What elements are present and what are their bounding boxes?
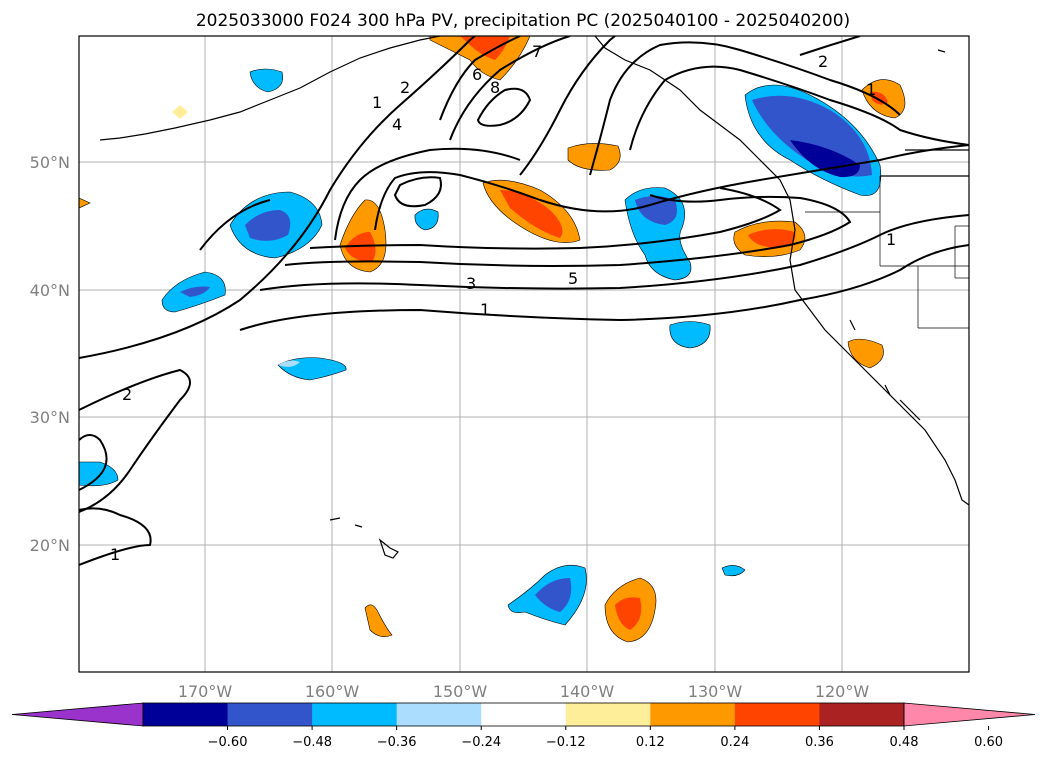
map-panel: 1 2 4 6 8 7 2 1 3 5 1 2 1 1	[79, 36, 969, 672]
contour-label: 2	[400, 78, 410, 97]
contour-label: 4	[392, 115, 402, 134]
contour-labels: 1 2 4 6 8 7 2 1 3 5 1 2 1 1	[110, 42, 896, 564]
lon-tick: 160°W	[305, 682, 360, 701]
colorbar-tick-label: −0.60	[208, 735, 248, 750]
lat-tick-labels: 50°N 40°N 30°N 20°N	[30, 153, 70, 555]
colorbar-bin	[565, 703, 651, 726]
colorbar-bin	[312, 703, 398, 726]
lon-tick: 150°W	[433, 682, 488, 701]
lon-tick: 130°W	[688, 682, 743, 701]
colorbar-tick-label: 0.60	[974, 735, 1003, 750]
contour-label: 1	[480, 300, 490, 319]
colorbar-extend-low	[11, 702, 144, 727]
colorbar-bin	[481, 703, 567, 726]
colorbar-tick-label: 0.48	[890, 735, 919, 750]
pv-contours	[79, 36, 969, 566]
map-frame	[78, 35, 970, 673]
lat-tick: 20°N	[30, 536, 70, 555]
contour-label: 8	[490, 78, 500, 97]
colorbar-tick-label: −0.24	[461, 735, 501, 750]
lon-tick: 120°W	[815, 682, 870, 701]
colorbar-bin	[227, 703, 313, 726]
contour-label: 2	[818, 52, 828, 71]
lat-tick: 30°N	[30, 408, 70, 427]
precip-shading	[79, 36, 906, 643]
contour-label: 1	[372, 93, 382, 112]
coastlines	[99, 36, 969, 559]
borders	[805, 176, 969, 329]
colorbar-bin	[650, 703, 736, 726]
colorbar-bin	[143, 703, 229, 726]
colorbar-frame	[142, 702, 905, 727]
contour-label: 5	[568, 269, 578, 288]
colorbar-tick-label: 0.24	[720, 735, 749, 750]
contour-label: 1	[866, 80, 876, 99]
contour-label: 1	[886, 230, 896, 249]
colorbar-tick-label: 0.12	[636, 735, 665, 750]
colorbar-tick-label: −0.36	[377, 735, 417, 750]
colorbar-bin	[396, 703, 482, 726]
colorbar-tick-label: −0.12	[546, 735, 586, 750]
lat-tick: 50°N	[30, 153, 70, 172]
colorbar: −0.60 −0.48 −0.36 −0.24 −0.12 0.12 0.24 0.36 0.4…	[11, 702, 1036, 750]
contour-label: 1	[110, 545, 120, 564]
colorbar-extend-high	[903, 702, 1036, 727]
colorbar-bin	[819, 703, 905, 726]
colorbar-bin	[734, 703, 820, 726]
contour-label: 3	[466, 274, 476, 293]
contour-label: 6	[472, 65, 482, 84]
contour-label: 2	[122, 385, 132, 404]
map-title: 2025033000 F024 300 hPa PV, precipitatio…	[196, 11, 850, 31]
lon-tick: 140°W	[560, 682, 615, 701]
colorbar-tick-label: −0.48	[292, 735, 332, 750]
lon-tick-labels: 170°W 160°W 150°W 140°W 130°W 120°W	[178, 682, 870, 701]
lat-tick: 40°N	[30, 281, 70, 300]
colorbar-tick-label: 0.36	[805, 735, 834, 750]
contour-label: 7	[532, 42, 542, 61]
lon-tick: 170°W	[178, 682, 233, 701]
